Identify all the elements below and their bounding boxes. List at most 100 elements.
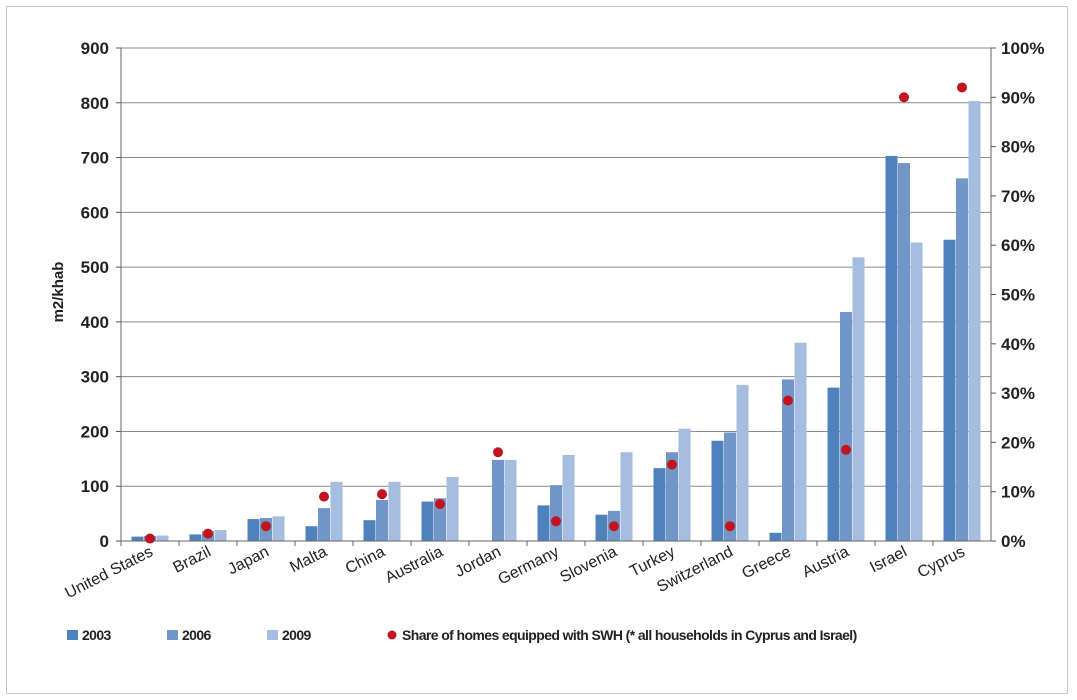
bar-2009	[736, 384, 749, 541]
y2-tick-label: 50%	[1001, 286, 1035, 305]
bar-chart: 0 100 200 300 400 500 600 700 800 900 0% 10% 20% 30%…	[50, 39, 1044, 643]
share-marker	[435, 499, 445, 510]
bar-2009	[910, 242, 923, 541]
right-axis-ticks: 0% 10% 20% 30% 40% 50% 60% 70% 80% 90% 100%	[1001, 39, 1044, 551]
bar-2009	[620, 452, 633, 541]
share-marker	[725, 521, 735, 532]
legend-label: 2003	[82, 627, 112, 643]
bar-2006	[956, 178, 968, 542]
bar-2003	[305, 526, 318, 541]
bar-2009	[214, 530, 227, 541]
bar-2009	[446, 476, 459, 541]
category-label: Cyprus	[915, 543, 968, 581]
share-marker	[783, 395, 793, 406]
category-label: Austria	[800, 543, 852, 581]
bar-2009	[852, 257, 865, 541]
bar-2009	[388, 481, 401, 541]
category-label: Slovenia	[557, 543, 619, 586]
legend-swatch-2009	[267, 630, 278, 640]
category-label: Germany	[495, 543, 561, 588]
bar-2003	[131, 536, 144, 541]
category-labels: United States Brazil Japan Malta ChinaAustra…	[63, 543, 968, 602]
y2-tick-label: 30%	[1001, 384, 1035, 403]
category-label: Israel	[867, 543, 910, 576]
legend-swatch-2003	[67, 630, 78, 640]
bar-2003	[363, 520, 376, 541]
bar-2009	[794, 342, 807, 541]
bar-2006	[840, 312, 852, 541]
legend: 2003 2006 2009 Share of homes equipped with…	[67, 627, 857, 643]
bar-2003	[421, 501, 434, 541]
bar-2003	[885, 155, 898, 541]
bar-2003	[189, 534, 202, 541]
y2-tick-label: 100%	[1001, 39, 1044, 58]
category-label: Japan	[225, 543, 272, 578]
bar-2003	[711, 440, 724, 541]
y-tick-label: 0	[100, 532, 109, 551]
y-tick-label: 600	[81, 203, 109, 222]
share-marker	[609, 521, 619, 532]
y2-tick-label: 70%	[1001, 187, 1035, 206]
y2-tick-label: 10%	[1001, 483, 1035, 502]
bars	[131, 101, 981, 542]
bar-2009	[330, 481, 343, 541]
category-label: Greece	[739, 543, 794, 582]
bar-2009	[968, 101, 981, 541]
y2-tick-label: 60%	[1001, 236, 1035, 255]
share-marker	[899, 92, 909, 103]
bar-2006	[492, 459, 504, 541]
y2-tick-label: 20%	[1001, 433, 1035, 452]
bar-2009	[504, 459, 517, 541]
share-marker	[319, 491, 329, 502]
y-tick-label: 400	[81, 313, 109, 332]
y2-tick-label: 90%	[1001, 88, 1035, 107]
bar-2003	[595, 514, 608, 541]
bar-2006	[898, 163, 910, 542]
share-marker	[957, 82, 967, 93]
share-marker	[377, 489, 387, 500]
legend-swatch-share	[387, 630, 397, 640]
y-tick-label: 300	[81, 368, 109, 387]
share-marker	[261, 521, 271, 532]
legend-label: 2009	[282, 627, 312, 643]
share-marker	[551, 516, 561, 527]
share-marker	[145, 533, 155, 544]
bar-2006	[666, 452, 678, 541]
bar-2009	[156, 535, 169, 541]
y-tick-label: 100	[81, 477, 109, 496]
chart-frame: 0 100 200 300 400 500 600 700 800 900 0% 10% 20% 30%…	[6, 6, 1068, 694]
y-tick-label: 800	[81, 94, 109, 113]
bar-2009	[272, 516, 285, 541]
y2-tick-label: 0%	[1001, 532, 1026, 551]
legend-swatch-2006	[167, 630, 178, 640]
bar-2003	[769, 532, 782, 541]
category-label: United States	[63, 543, 156, 602]
share-marker	[841, 444, 851, 455]
share-marker	[203, 528, 213, 539]
y-tick-label: 200	[81, 422, 109, 441]
bar-2006	[318, 508, 330, 541]
axes	[116, 47, 996, 546]
share-markers	[145, 82, 967, 544]
y2-tick-label: 80%	[1001, 138, 1035, 157]
y-axis-label: m2/khab	[50, 262, 67, 323]
category-label: Malta	[287, 543, 330, 576]
bar-2003	[537, 505, 550, 541]
share-marker	[493, 447, 503, 458]
gridlines	[121, 47, 991, 487]
bar-2003	[827, 387, 840, 541]
y-tick-label: 700	[81, 149, 109, 168]
category-label: Brazil	[170, 543, 213, 576]
share-marker	[667, 459, 677, 470]
category-label: China	[343, 543, 388, 577]
legend-label: 2006	[182, 627, 212, 643]
category-label: Australia	[383, 543, 446, 586]
bar-2009	[562, 454, 575, 541]
bar-2006	[782, 379, 794, 541]
bar-2006	[550, 485, 562, 541]
y2-tick-label: 40%	[1001, 335, 1035, 354]
bar-2003	[943, 239, 956, 541]
bar-2006	[434, 498, 446, 541]
bar-2003	[247, 519, 260, 541]
y-tick-label: 500	[81, 258, 109, 277]
